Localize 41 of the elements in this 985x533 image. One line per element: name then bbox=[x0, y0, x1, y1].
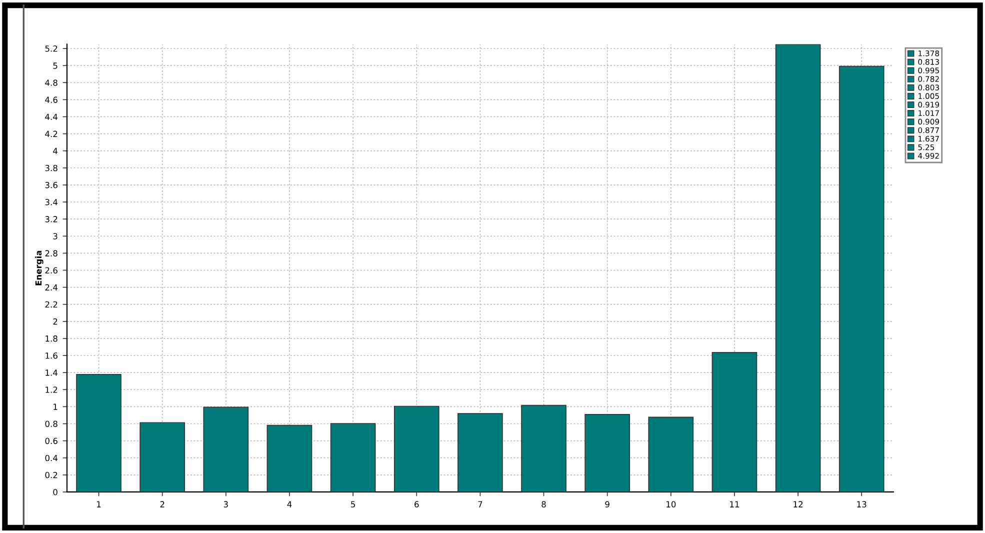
y-tick-label: 4 bbox=[53, 148, 58, 154]
y-tick-label: 3.4 bbox=[45, 198, 58, 206]
y-tick-label: 2 bbox=[53, 318, 58, 325]
y-tick-label: 1.6 bbox=[46, 352, 58, 359]
x-tick-label: 9 bbox=[605, 501, 610, 508]
y-tick-label: 1.4 bbox=[46, 370, 58, 376]
x-tick-label: 12 bbox=[794, 501, 803, 508]
y-tick-label: 4.6 bbox=[45, 96, 58, 103]
y-tick-label: 0.4 bbox=[45, 454, 58, 462]
x-tick-label: 4 bbox=[287, 501, 292, 508]
x-tick-label: 7 bbox=[478, 501, 482, 508]
x-tick-label: 11 bbox=[730, 501, 739, 508]
x-tick-label: 2 bbox=[160, 501, 164, 508]
y-tick-label: 3.8 bbox=[45, 164, 58, 172]
y-tick-label: 4.8 bbox=[45, 80, 58, 86]
x-tick-label: 13 bbox=[857, 501, 866, 508]
x-tick-label: 3 bbox=[224, 501, 228, 508]
x-tick-label: 5 bbox=[351, 501, 355, 508]
y-tick-label: 0.2 bbox=[45, 472, 58, 478]
y-tick-label: 1 bbox=[54, 404, 58, 410]
y-tick-label: 0.8 bbox=[45, 420, 58, 428]
y-tick-label: 2.2 bbox=[45, 301, 58, 308]
y-axis-title: Energia bbox=[35, 250, 44, 286]
x-tick-label: 6 bbox=[414, 501, 419, 508]
x-tick-label: 8 bbox=[542, 501, 546, 508]
y-tick-label: 1.8 bbox=[46, 335, 58, 342]
y-tick-label: 2.6 bbox=[45, 267, 58, 274]
y-tick-label: 3.6 bbox=[45, 182, 58, 188]
y-tick-label: 4.4 bbox=[45, 114, 58, 120]
y-tick-label: 3.2 bbox=[45, 216, 58, 222]
y-tick-label: 2.4 bbox=[45, 284, 58, 290]
x-tick-label: 10 bbox=[666, 501, 676, 508]
y-tick-label: 5 bbox=[53, 62, 58, 69]
y-tick-label: 1.2 bbox=[46, 386, 58, 393]
y-tick-label: 0 bbox=[53, 488, 58, 496]
x-tick-label: 1 bbox=[97, 501, 101, 508]
y-tick-label: 2.8 bbox=[45, 250, 58, 256]
y-tick-label: 3 bbox=[53, 233, 58, 240]
y-tick-label: 5.2 bbox=[45, 45, 58, 52]
y-tick-label: 4.2 bbox=[45, 130, 58, 137]
y-tick-label: 0.6 bbox=[45, 438, 58, 444]
